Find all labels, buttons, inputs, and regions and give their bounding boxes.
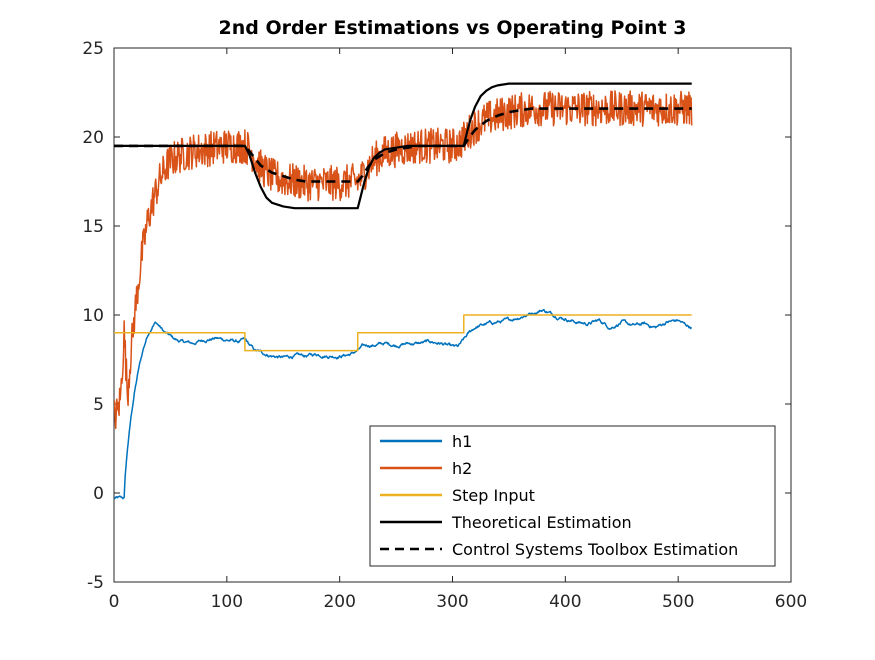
legend-label: Theoretical Estimation xyxy=(451,513,632,532)
x-tick-label: 300 xyxy=(436,592,468,612)
y-tick-label: 0 xyxy=(93,484,104,504)
chart-title: 2nd Order Estimations vs Operating Point… xyxy=(218,17,687,39)
x-tick-label: 100 xyxy=(211,592,243,612)
series-line-h2 xyxy=(114,90,693,430)
series-line-theoretical-estimation xyxy=(114,82,692,210)
y-tick-label: 20 xyxy=(82,128,104,148)
series-line-h1 xyxy=(114,308,692,500)
y-tick-label: 25 xyxy=(82,39,104,59)
legend-label: h1 xyxy=(452,432,472,451)
legend-label: Control Systems Toolbox Estimation xyxy=(452,540,738,559)
plot-area xyxy=(114,82,693,500)
x-tick-label: 200 xyxy=(323,592,355,612)
series-line-control-systems-toolbox-estimation xyxy=(114,107,692,183)
y-tick-label: 5 xyxy=(93,395,104,415)
x-tick-label: 400 xyxy=(549,592,581,612)
y-tick-label: 10 xyxy=(82,306,104,326)
series-line-step-input xyxy=(114,314,692,352)
x-tick-label: 500 xyxy=(662,592,694,612)
y-tick-label: -5 xyxy=(87,573,104,593)
legend-label: Step Input xyxy=(452,486,535,505)
x-tick-label: 0 xyxy=(109,592,120,612)
legend-label: h2 xyxy=(452,459,472,478)
y-tick-label: 15 xyxy=(82,217,104,237)
x-tick-label: 600 xyxy=(775,592,807,612)
